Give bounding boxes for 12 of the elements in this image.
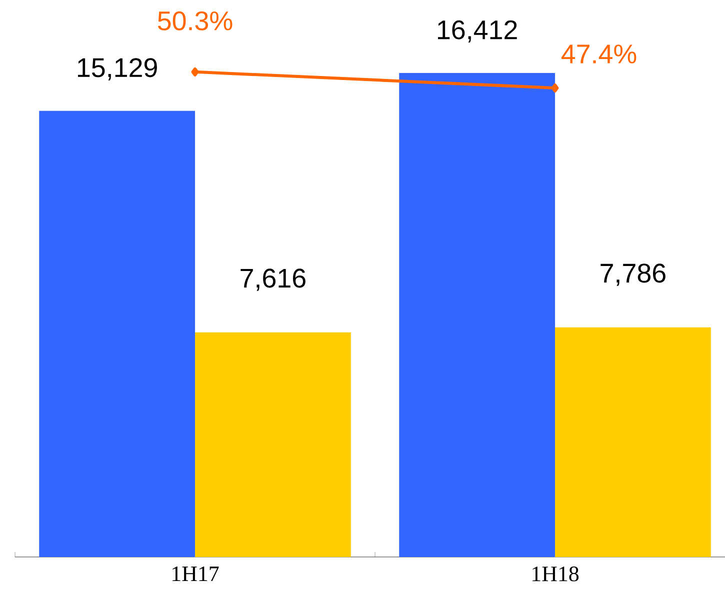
data-label: 16,412 xyxy=(438,20,517,43)
data-label: 47.4% xyxy=(562,44,636,64)
data-label: 7,786 xyxy=(600,264,666,286)
data-label: 7,616 xyxy=(240,268,306,291)
bar xyxy=(399,73,556,557)
x-tick-label: 1H17 xyxy=(172,566,219,581)
x-tick-label: 1H18 xyxy=(532,566,579,582)
bar xyxy=(39,110,196,557)
data-label: 15,129 xyxy=(78,58,157,80)
bar xyxy=(195,332,351,557)
data-label: 50.3% xyxy=(158,11,232,30)
bar xyxy=(555,327,711,557)
